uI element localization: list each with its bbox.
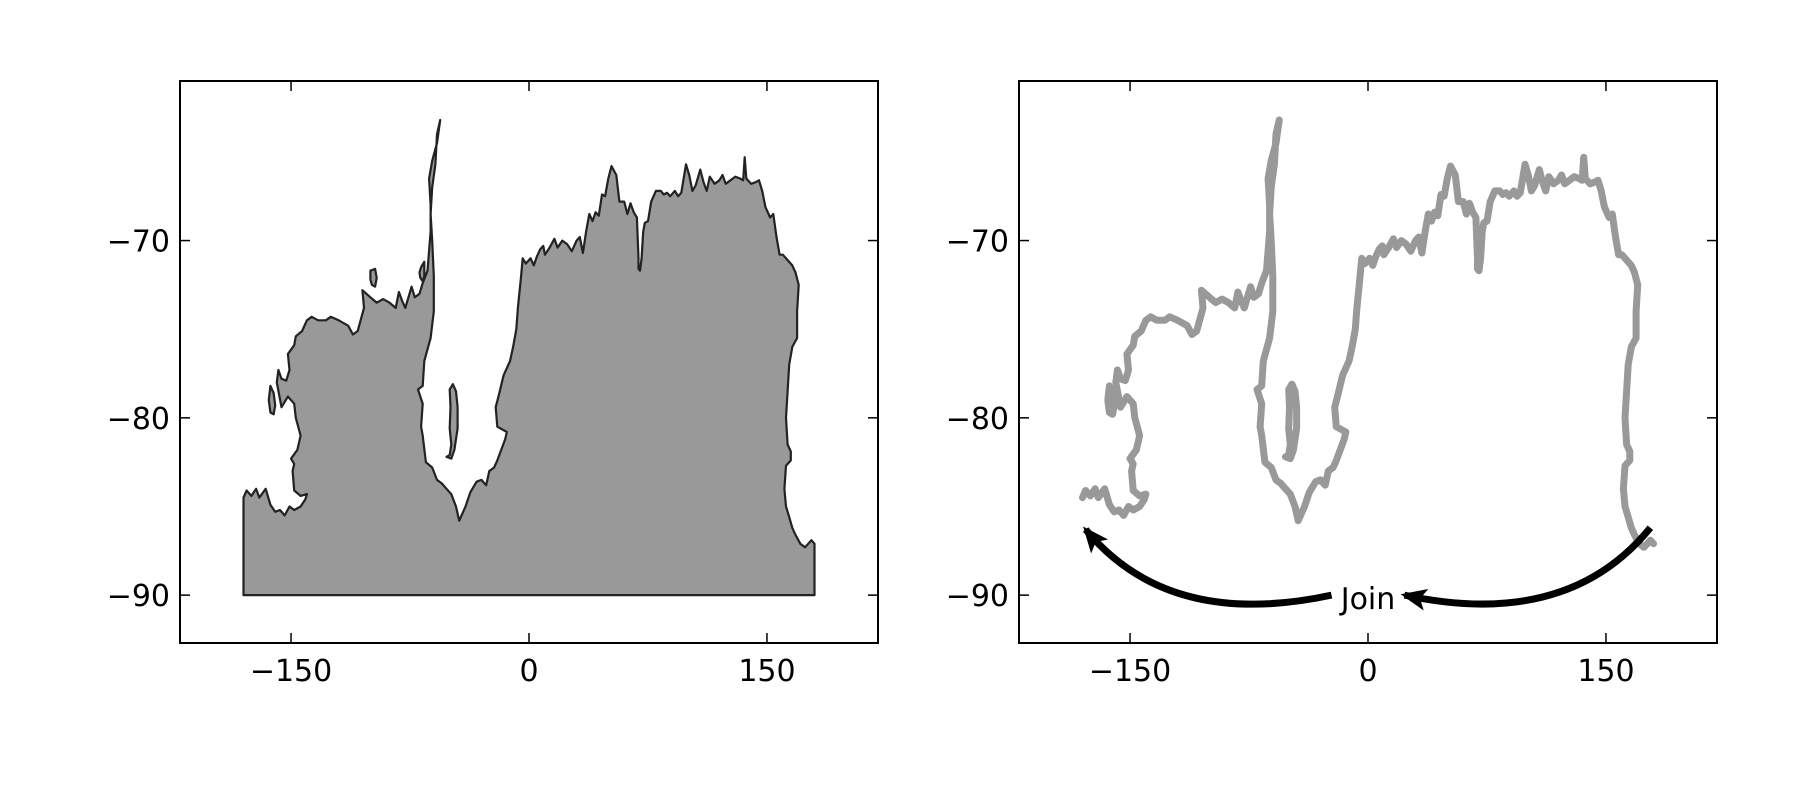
join-arrow-head-1 — [1083, 526, 1109, 554]
landmass-polygon-4 — [369, 267, 378, 288]
join-arrow-head-0 — [1400, 589, 1429, 611]
y-tick-label: −70 — [107, 225, 170, 260]
y-tick-label: −80 — [946, 402, 1009, 437]
y-tick-label: −80 — [107, 402, 170, 437]
panel-outline-map: Join −150 0 150 −90 −80 −70 — [946, 80, 1718, 689]
landmass-polygon-0 — [242, 118, 816, 597]
outline-series-layer — [1079, 116, 1657, 551]
axes-frame-right — [1018, 80, 1718, 644]
y-tick-label: −70 — [946, 225, 1009, 260]
annotation-layer: Join — [1082, 525, 1654, 617]
join-arrow-shaft-1 — [1082, 527, 1333, 608]
x-tick-label: 0 — [519, 654, 538, 689]
coastline-outline-2 — [1104, 382, 1118, 418]
x-tick-label: −150 — [1089, 654, 1171, 689]
join-annotation-label: Join — [1339, 582, 1396, 617]
x-tick-label: 0 — [1358, 654, 1377, 689]
ticks-layer-right: −150 0 150 −90 −80 −70 — [946, 81, 1717, 689]
landmass-polygon-1 — [445, 383, 459, 460]
landmass-polygon-3 — [267, 384, 277, 416]
landmass-polygon-2 — [418, 260, 426, 283]
y-tick-label: −90 — [107, 579, 170, 614]
ticks-layer-left: −150 0 150 −90 −80 −70 — [107, 81, 878, 689]
join-arrow-shaft-0 — [1403, 525, 1654, 608]
x-tick-label: −150 — [250, 654, 332, 689]
x-tick-label: 150 — [1577, 654, 1634, 689]
coastline-outline-0 — [1079, 116, 1657, 551]
y-tick-label: −90 — [946, 579, 1009, 614]
panel-filled-map: −150 0 150 −90 −80 −70 — [107, 80, 879, 689]
x-tick-label: 150 — [738, 654, 795, 689]
coastline-outline-1 — [1282, 380, 1301, 463]
filled-series-layer — [242, 118, 816, 597]
